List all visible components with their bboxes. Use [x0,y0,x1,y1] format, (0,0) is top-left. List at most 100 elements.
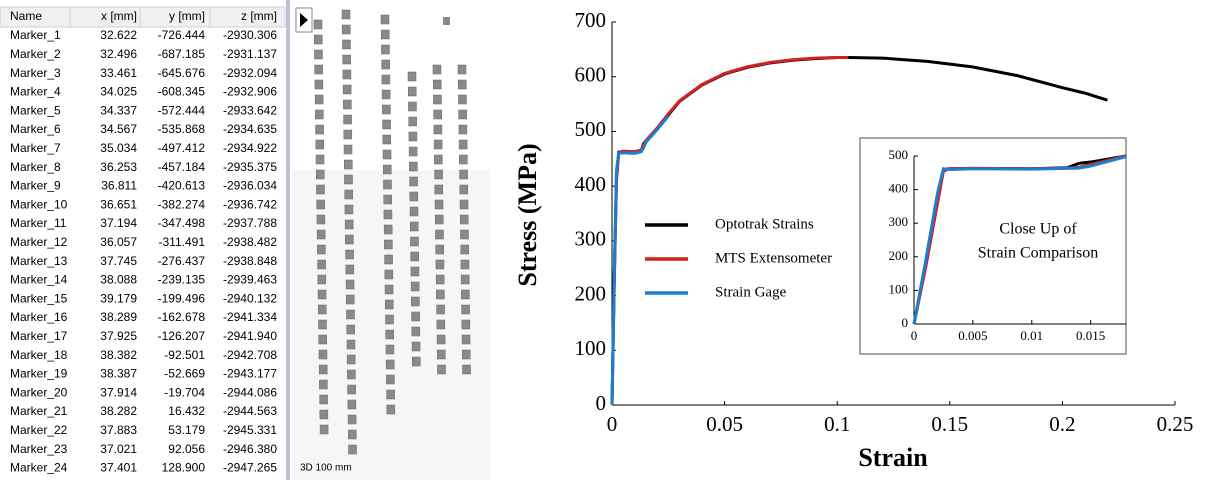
table-cell: 37.914 [100,385,137,399]
table-cell: 36.057 [100,235,137,249]
marker-cube [348,430,356,439]
marker-cube [433,95,441,104]
marker-cube [386,345,394,354]
marker-cube [433,65,441,74]
marker-cube [438,365,446,374]
table-cell: -2943.177 [223,367,277,381]
y-tick-label: 300 [889,214,909,229]
marker-cube [318,275,326,284]
marker-cube [382,75,390,84]
table-cell: Marker_20 [10,385,68,399]
table-cell: Marker_11 [10,216,67,230]
marker-cube [411,252,419,261]
table-cell: Marker_18 [10,348,68,362]
marker-cube [342,40,350,49]
table-cell: -2941.940 [223,329,277,343]
marker-cube [462,320,470,329]
marker-cube [348,385,356,394]
table-cell: Marker_23 [10,442,68,456]
marker-cube [319,365,327,374]
y-tick-label: 200 [575,281,607,305]
marker-cube [346,250,354,259]
table-cell: 36.811 [101,179,137,193]
marker-cube [463,365,471,374]
inset-annotation: Close Up of [999,221,1077,238]
marker-cube [460,170,468,179]
table-header-cell: x [mm] [101,9,137,23]
marker-cube [343,55,351,64]
y-tick-label: 100 [889,281,909,296]
marker-cube [411,267,419,276]
marker-cube [458,65,466,74]
table-cell: -276.437 [158,254,206,268]
marker-cube [461,260,469,269]
table-cell: Marker_16 [10,310,68,324]
marker-cube [343,70,351,79]
marker-cube [347,340,355,349]
y-tick-label: 400 [889,181,909,196]
x-tick-label: 0.015 [1076,328,1105,343]
marker-cube [318,260,326,269]
marker-cube [409,132,417,141]
marker-cube [346,295,354,304]
table-cell: Marker_19 [10,367,68,381]
inset-annotation: Strain Comparison [978,245,1098,262]
marker-cube [384,225,392,234]
marker-cube [316,155,324,164]
x-tick-label: 0 [911,328,918,343]
table-cell: 38.282 [100,404,137,418]
marker-cube [344,115,352,124]
marker-cube [459,155,467,164]
table-cell: -2938.848 [223,254,277,268]
table-cell: -2930.306 [223,28,277,42]
marker-cube [318,305,326,314]
marker-cube [386,375,394,384]
table-cell: -2941.334 [223,310,277,324]
y-tick-label: 0 [596,391,607,415]
marker-cube [383,120,391,129]
marker-cube [317,215,325,224]
table-cell: -382.274 [158,197,206,211]
marker-cube [345,205,353,214]
table-cell: 33.461 [100,66,137,80]
table-cell: Marker_5 [10,103,61,117]
marker-cube [382,105,390,114]
marker-cube [314,50,322,59]
table-cell: Marker_14 [10,273,68,287]
marker-cube [436,275,444,284]
marker-cube [461,245,469,254]
table-cell: 38.387 [100,367,137,381]
y-tick-label: 100 [575,336,607,360]
table-header-cell: Name [10,9,42,23]
marker-cube [386,330,394,339]
table-cell: -2939.463 [223,273,277,287]
table-cell: 32.496 [100,47,137,61]
marker-cube [411,297,419,306]
marker-cube [320,425,328,434]
y-tick-label: 0 [902,315,909,330]
marker-cube [410,192,418,201]
x-tick-label: 0.005 [958,328,987,343]
marker-cube [387,390,395,399]
marker-cube [437,350,445,359]
x-tick-label: 0.01 [1020,328,1043,343]
marker-cube [316,140,324,149]
marker-cube [409,147,417,156]
marker-table: Namex [mm]y [mm]z [mm]Marker_132.622-726… [0,0,285,480]
marker-cube [410,207,418,216]
table-cell: 34.567 [100,122,137,136]
table-cell: 37.883 [100,423,137,437]
legend-label: Strain Gage [715,284,787,300]
table-cell: Marker_3 [10,66,61,80]
table-cell: -311.491 [159,235,206,249]
marker-cube [385,285,393,294]
table-cell: -420.613 [158,179,206,193]
table-cell: -162.678 [158,310,206,324]
table-cell: -2937.788 [223,216,277,230]
marker-cube [435,170,443,179]
table-cell: 32.622 [100,28,137,42]
marker-cube [460,215,468,224]
marker-cube [459,125,467,134]
marker-cube [314,20,322,29]
figure: Namex [mm]y [mm]z [mm]Marker_132.622-726… [0,0,1212,480]
